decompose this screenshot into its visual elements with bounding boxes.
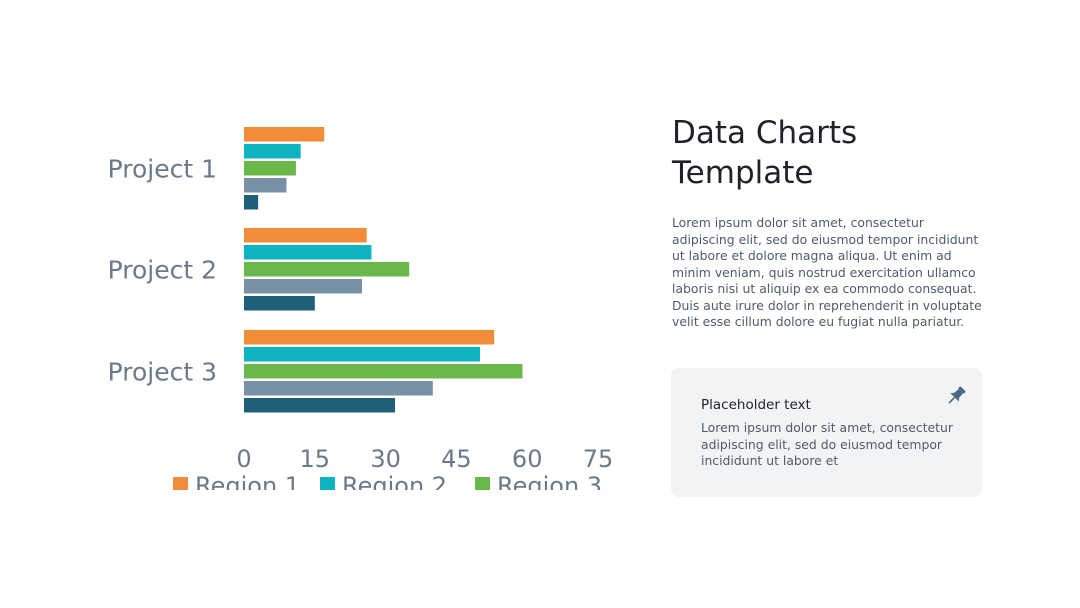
bar-project-1-region-1 — [244, 127, 325, 142]
bar-project-3-region-5 — [244, 398, 396, 413]
page-title: Data Charts Template — [672, 115, 858, 191]
bar-project-2-region-1 — [244, 228, 367, 243]
x-tick-label: 30 — [370, 445, 401, 473]
pushpin-icon — [948, 386, 966, 404]
bar-project-1-region-3 — [244, 161, 296, 176]
legend-label: Region 3 — [497, 472, 602, 490]
x-tick-label: 60 — [512, 445, 543, 473]
bar-project-2-region-5 — [244, 296, 315, 311]
category-label: Project 1 — [108, 154, 217, 183]
legend-swatch — [320, 477, 335, 490]
bar-project-3-region-3 — [244, 364, 523, 379]
bar-project-1-region-5 — [244, 195, 259, 210]
legend-swatch — [475, 477, 490, 490]
placeholder-card: Placeholder text Lorem ipsum dolor sit a… — [671, 368, 982, 497]
bar-project-2-region-4 — [244, 279, 362, 294]
bar-project-3-region-1 — [244, 330, 495, 345]
bar-project-1-region-2 — [244, 144, 301, 159]
legend-swatch — [173, 477, 188, 490]
category-label: Project 2 — [108, 255, 217, 284]
legend-label: Region 1 — [195, 472, 300, 490]
card-text: Lorem ipsum dolor sit amet, consectetur … — [701, 420, 953, 468]
bar-project-2-region-3 — [244, 262, 410, 277]
category-label: Project 3 — [108, 357, 217, 386]
bar-project-1-region-4 — [244, 178, 287, 193]
x-tick-label: 0 — [236, 445, 251, 473]
x-tick-label: 75 — [583, 445, 614, 473]
card-title: Placeholder text — [701, 397, 811, 413]
x-tick-label: 15 — [300, 445, 331, 473]
legend-label: Region 2 — [342, 472, 447, 490]
bar-project-3-region-2 — [244, 347, 480, 362]
bar-project-3-region-4 — [244, 381, 433, 396]
bar-chart: Project 1 Project 2 Project 3 0 15 30 45 60 75 Re… — [90, 110, 630, 490]
body-paragraph: Lorem ipsum dolor sit amet, consectetur … — [672, 215, 982, 329]
bar-project-2-region-2 — [244, 245, 372, 260]
x-tick-label: 45 — [441, 445, 472, 473]
